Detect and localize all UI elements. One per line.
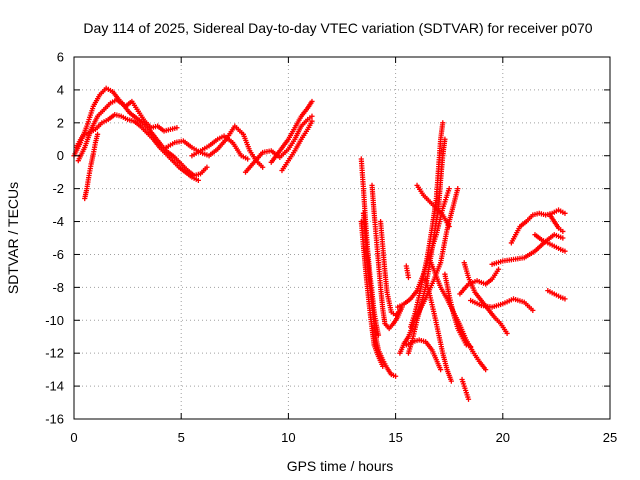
y-tick-label: -6 [52,247,64,262]
data-point [397,307,403,313]
data-point [438,367,444,373]
y-tick-label: 0 [57,148,64,163]
data-point [560,235,566,241]
data-series [457,266,502,297]
y-tick-label: 2 [57,115,64,130]
data-series [268,98,315,165]
y-tick-label: -16 [45,412,64,427]
data-series [408,120,446,330]
data-point [562,296,568,302]
data-point [468,344,474,350]
data-series [403,263,412,281]
grid [74,57,610,419]
data-series [545,288,568,302]
data-series [403,337,444,373]
data-point [204,164,210,170]
data-point [448,378,454,384]
data-series [73,111,201,184]
data-point [309,113,315,119]
data-series [242,113,315,175]
data-point [455,186,461,192]
x-tick-label: 20 [496,430,510,445]
data-point [245,156,251,162]
x-tick-label: 10 [281,430,295,445]
data-series [532,232,568,254]
data-series [461,260,510,337]
data-series [423,276,454,384]
x-axis-label: GPS time / hours [287,458,394,474]
data-point [446,223,452,230]
x-tick-label: 0 [70,430,77,445]
y-tick-label: -10 [45,313,64,328]
data-series [279,118,315,174]
data-point [483,367,489,373]
data-series [358,218,386,369]
data-series [508,207,568,246]
y-tick-label: -4 [52,214,64,229]
data-point [465,396,472,402]
data-series [189,133,251,162]
data-point [195,177,201,184]
data-point [504,330,510,337]
plot-frame [73,56,611,420]
data-series [547,212,566,235]
data-series [459,376,472,402]
data-series [369,182,405,332]
chart-title: Day 114 of 2025, Sidereal Day-to-day VTE… [83,20,592,36]
data-point [530,307,536,313]
data-point [560,228,566,235]
data-point [309,98,315,105]
data-point [309,118,315,124]
data-point [495,266,502,272]
y-axis-label: SDTVAR / TECUs [5,182,21,294]
data-series [82,131,101,202]
data-point [375,332,382,338]
x-tick-label: 5 [178,430,185,445]
data-point [562,210,568,216]
data-series [468,296,536,313]
y-tick-label: -14 [45,379,64,394]
data-point [446,186,452,192]
data-point [94,131,101,137]
x-tick-label: 25 [603,430,617,445]
data-series [489,232,566,267]
data-point [562,248,568,254]
x-tick-label: 15 [388,430,402,445]
y-tick-label: -8 [52,280,64,295]
data-marks [71,85,568,402]
y-tick-label: -2 [52,181,64,196]
data-point [174,125,180,131]
y-tick-label: 4 [57,82,64,97]
data-series [377,218,403,318]
data-point [260,164,266,170]
data-point [440,120,446,126]
data-series [414,182,452,230]
y-tick-label: -12 [45,346,64,361]
data-point [380,363,386,369]
y-tick-label: 6 [57,50,64,65]
data-series [75,97,210,179]
data-point [393,373,399,379]
data-series [442,271,474,350]
data-point [405,274,412,281]
